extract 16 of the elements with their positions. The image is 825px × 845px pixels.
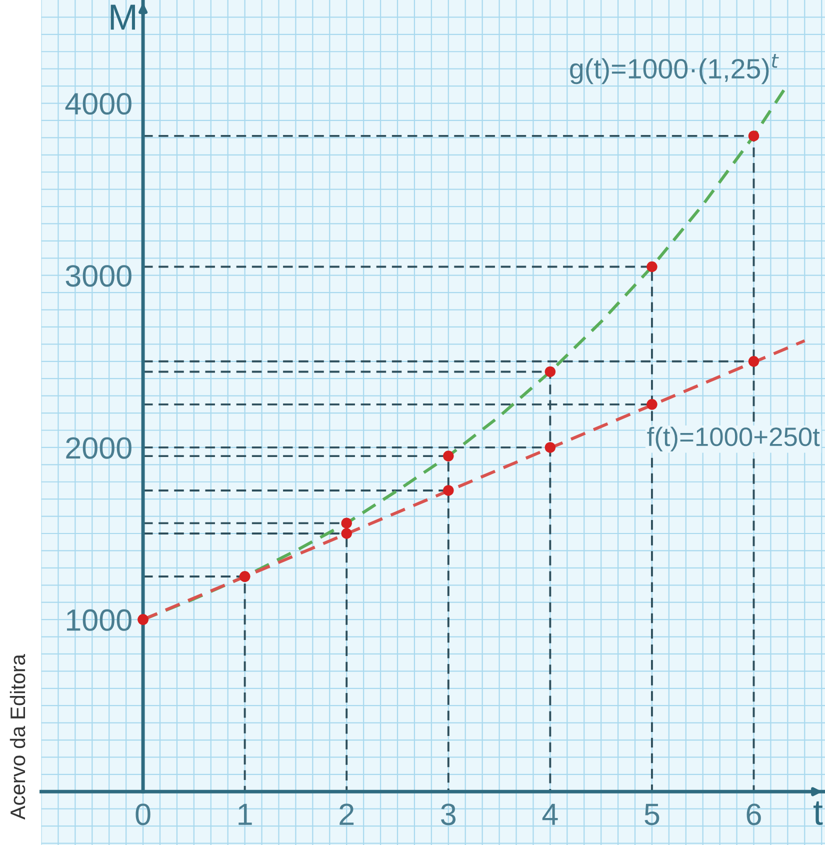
y-tick-label: 4000	[65, 92, 132, 115]
x-tick-label: 2	[340, 804, 354, 825]
y-tick-label: 1000	[66, 609, 132, 631]
series-label: f(t)=1000+250t	[647, 426, 820, 452]
y-axis-title: M	[110, 4, 135, 30]
text: Acervo da Editora	[10, 654, 26, 820]
x-axis-title: t	[813, 801, 823, 825]
y-tick-label: 2000	[66, 437, 132, 459]
x-tick-label: 4	[542, 804, 558, 825]
x-tick-label: 3	[441, 804, 456, 826]
y-tick-label: 3000	[66, 265, 132, 287]
x-tick-label: 5	[644, 804, 660, 826]
series-label: g(t)=1000·(1,25)$^{t}$	[570, 54, 779, 84]
x-tick-label: 0	[136, 804, 150, 826]
x-tick-label: 6	[746, 804, 761, 826]
x-tick-label: 1	[238, 804, 252, 825]
